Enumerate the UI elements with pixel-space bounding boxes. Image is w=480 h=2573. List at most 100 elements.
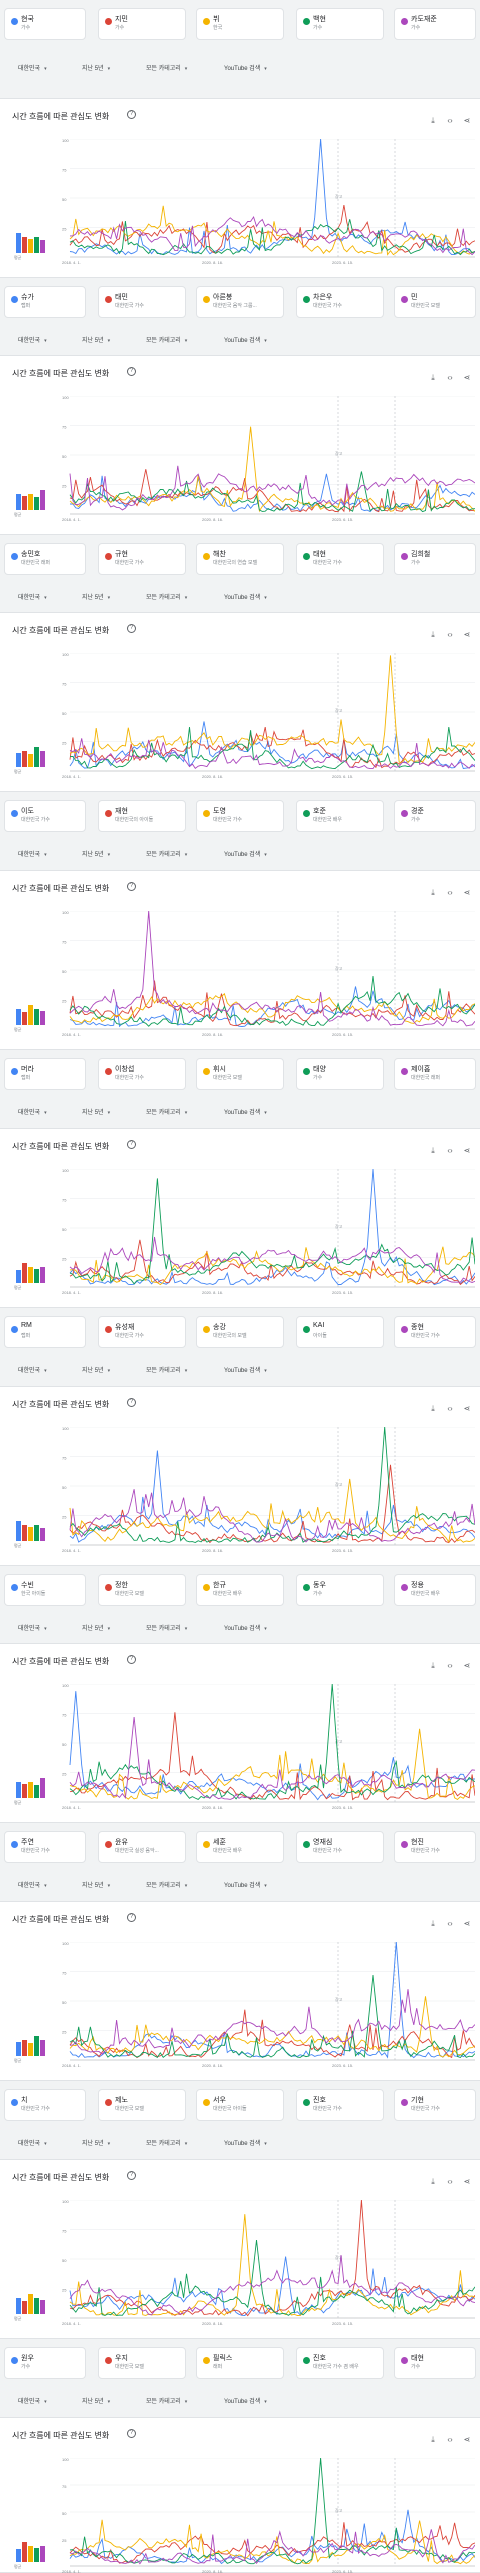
search-term-card[interactable]: 태현 대한민국 가수 [296,543,384,575]
category-dropdown[interactable]: 모든 카테고리 ▾ [146,1622,187,1636]
period-dropdown[interactable]: 지난 5년 ▾ [82,62,110,76]
category-dropdown[interactable]: 모든 카테고리 ▾ [146,62,187,76]
search-term-card[interactable]: 김희철 가수 [394,543,476,575]
search-term-card[interactable]: 영재심 대한민국 가수 [296,1831,384,1863]
interest-line-chart[interactable]: 100 75 50 25 2018. 4. 1. 2020. 8. 16. 2023. 6.… [62,1942,475,2070]
help-icon[interactable]: ? [127,2429,136,2438]
search-term-card[interactable]: 제노 대한민국 모델 [98,2089,186,2121]
share-icon[interactable]: ⋖ [463,1404,471,1413]
period-dropdown[interactable]: 지난 5년 ▾ [82,1106,110,1120]
search-term-card[interactable]: 유성재 대한민국 가수 [98,1316,186,1348]
source-dropdown[interactable]: YouTube 검색 ▾ [224,334,267,348]
share-icon[interactable]: ⋖ [463,888,471,897]
period-dropdown[interactable]: 지난 5년 ▾ [82,2137,110,2151]
source-dropdown[interactable]: YouTube 검색 ▾ [224,1364,267,1378]
search-term-card[interactable]: KAI 아이돌 [296,1316,384,1348]
search-term-card[interactable]: 호준 대한민국 배우 [296,800,384,832]
region-dropdown[interactable]: 대한민국 ▾ [18,334,47,348]
category-dropdown[interactable]: 모든 카테고리 ▾ [146,848,187,862]
share-icon[interactable]: ⋖ [463,1919,471,1928]
search-term-card[interactable]: 진호 대한민국 가수 [296,2089,384,2121]
region-dropdown[interactable]: 대한민국 ▾ [18,1879,47,1893]
period-dropdown[interactable]: 지난 5년 ▾ [82,1879,110,1893]
interest-line-chart[interactable]: 100 75 50 25 2018. 4. 1. 2020. 8. 16. 2023. 6.… [62,2200,475,2328]
region-dropdown[interactable]: 대한민국 ▾ [18,2395,47,2409]
interest-line-chart[interactable]: 100 75 50 25 2018. 4. 1. 2020. 8. 16. 2023. 6.… [62,2458,475,2573]
search-term-card[interactable]: 이창섭 대한민국 가수 [98,1058,186,1090]
share-icon[interactable]: ⋖ [463,2177,471,2186]
share-icon[interactable]: ⋖ [463,1661,471,1670]
embed-code-icon[interactable]: ‹› [447,630,453,639]
region-dropdown[interactable]: 대한민국 ▾ [18,1364,47,1378]
source-dropdown[interactable]: YouTube 검색 ▾ [224,591,267,605]
share-icon[interactable]: ⋖ [463,1146,471,1155]
category-dropdown[interactable]: 모든 카테고리 ▾ [146,591,187,605]
search-term-card[interactable]: 현진 대한민국 가수 [394,1831,476,1863]
search-term-card[interactable]: 필릭스 래퍼 [196,2347,284,2379]
download-icon[interactable]: ⤓ [431,1919,435,1928]
search-term-card[interactable]: 우지 대한민국 모델 [98,2347,186,2379]
help-icon[interactable]: ? [127,624,136,633]
embed-code-icon[interactable]: ‹› [447,2435,453,2444]
search-term-card[interactable]: 정한 대한민국 모델 [98,1574,186,1606]
search-term-card[interactable]: 주연 대한민국 가수 [4,1831,86,1863]
source-dropdown[interactable]: YouTube 검색 ▾ [224,1879,267,1893]
search-term-card[interactable]: 머라 랩퍼 [4,1058,86,1090]
period-dropdown[interactable]: 지난 5년 ▾ [82,848,110,862]
help-icon[interactable]: ? [127,1913,136,1922]
period-dropdown[interactable]: 지난 5년 ▾ [82,334,110,348]
source-dropdown[interactable]: YouTube 검색 ▾ [224,1106,267,1120]
search-term-card[interactable]: 휘시 대한민국 모델 [196,1058,284,1090]
period-dropdown[interactable]: 지난 5년 ▾ [82,2395,110,2409]
search-term-card[interactable]: 태양 가수 [296,1058,384,1090]
embed-code-icon[interactable]: ‹› [447,1404,453,1413]
embed-code-icon[interactable]: ‹› [447,1661,453,1670]
region-dropdown[interactable]: 대한민국 ▾ [18,62,47,76]
interest-line-chart[interactable]: 100 75 50 25 2018. 4. 1. 2020. 8. 16. 2023. 6.… [62,1684,475,1812]
search-term-card[interactable]: 뷔 한국 [196,8,284,40]
search-term-card[interactable]: 경준 가수 [394,800,476,832]
interest-line-chart[interactable]: 100 75 50 25 2018. 4. 1. 2020. 8. 16. 2023. 6.… [62,139,475,267]
period-dropdown[interactable]: 지난 5년 ▾ [82,1364,110,1378]
region-dropdown[interactable]: 대한민국 ▾ [18,848,47,862]
category-dropdown[interactable]: 모든 카테고리 ▾ [146,2137,187,2151]
region-dropdown[interactable]: 대한민국 ▾ [18,591,47,605]
category-dropdown[interactable]: 모든 카테고리 ▾ [146,2395,187,2409]
period-dropdown[interactable]: 지난 5년 ▾ [82,1622,110,1636]
interest-line-chart[interactable]: 100 75 50 25 2018. 4. 1. 2020. 8. 16. 2023. 6.… [62,911,475,1039]
search-term-card[interactable]: 윤유 대한민국 실성 음악... [98,1831,186,1863]
search-term-card[interactable]: 차은우 대한민국 가수 [296,286,384,318]
search-term-card[interactable]: 정용 대한민국 배우 [394,1574,476,1606]
search-term-card[interactable]: 종현 대한민국 가수 [394,1316,476,1348]
category-dropdown[interactable]: 모든 카테고리 ▾ [146,1364,187,1378]
search-term-card[interactable]: 태민 대한민국 가수 [98,286,186,318]
help-icon[interactable]: ? [127,882,136,891]
search-term-card[interactable]: 지민 가수 [98,8,186,40]
search-term-card[interactable]: 진호 대한민국 가수 겸 배우 [296,2347,384,2379]
source-dropdown[interactable]: YouTube 검색 ▾ [224,2137,267,2151]
download-icon[interactable]: ⤓ [431,116,435,125]
embed-code-icon[interactable]: ‹› [447,1919,453,1928]
search-term-card[interactable]: 아른봉 대한민국 음악 그룹... [196,286,284,318]
interest-line-chart[interactable]: 100 75 50 25 2018. 4. 1. 2020. 8. 16. 2023. 6.… [62,1169,475,1297]
help-icon[interactable]: ? [127,1398,136,1407]
download-icon[interactable]: ⤓ [431,2177,435,2186]
search-term-card[interactable]: RM 랩퍼 [4,1316,86,1348]
share-icon[interactable]: ⋖ [463,630,471,639]
share-icon[interactable]: ⋖ [463,373,471,382]
search-term-card[interactable]: 송민호 대한민국 래퍼 [4,543,86,575]
source-dropdown[interactable]: YouTube 검색 ▾ [224,2395,267,2409]
search-term-card[interactable]: 태현 가수 [394,2347,476,2379]
category-dropdown[interactable]: 모든 카테고리 ▾ [146,1879,187,1893]
embed-code-icon[interactable]: ‹› [447,888,453,897]
interest-line-chart[interactable]: 100 75 50 25 2018. 4. 1. 2020. 8. 16. 2023. 6.… [62,396,475,524]
interest-line-chart[interactable]: 100 75 50 25 2018. 4. 1. 2020. 8. 16. 2023. 6.… [62,653,475,781]
download-icon[interactable]: ⤓ [431,373,435,382]
search-term-card[interactable]: 제이홉 대한민국 래퍼 [394,1058,476,1090]
search-term-card[interactable]: 도영 대한민국 가수 [196,800,284,832]
region-dropdown[interactable]: 대한민국 ▾ [18,1106,47,1120]
search-term-card[interactable]: 서우 대한민국 아이돌 [196,2089,284,2121]
download-icon[interactable]: ⤓ [431,2435,435,2444]
search-term-card[interactable]: 기현 대한민국 가수 [394,2089,476,2121]
download-icon[interactable]: ⤓ [431,630,435,639]
